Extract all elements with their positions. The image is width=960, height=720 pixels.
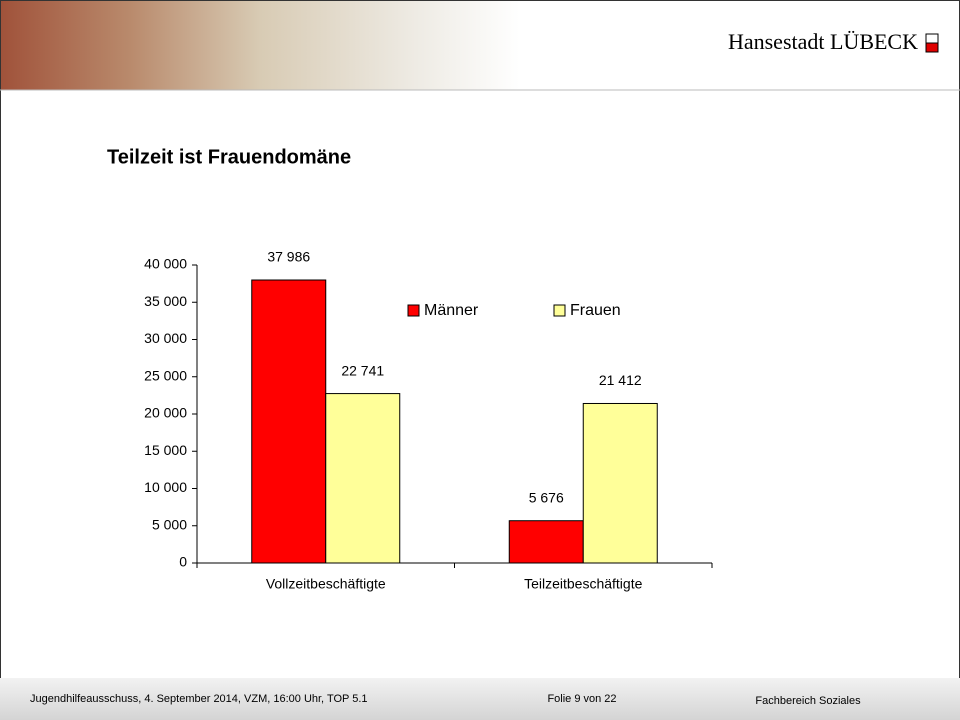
- brand: Hansestadt LÜBECK: [728, 29, 918, 54]
- x-tick-label: Teilzeitbeschäftigte: [524, 576, 643, 592]
- y-tick-label: 30 000: [144, 330, 187, 346]
- y-tick-label: 40 000: [144, 256, 187, 272]
- y-tick-label: 20 000: [144, 405, 187, 421]
- y-tick-label: 0: [179, 554, 187, 570]
- footer-text: Jugendhilfeausschuss, 4. September 2014,…: [30, 693, 368, 705]
- legend-label: Frauen: [570, 302, 621, 319]
- value-label: 5 676: [529, 489, 564, 505]
- brand-icon: [925, 33, 939, 44]
- bar: [582, 402, 658, 564]
- legend-label: Männer: [424, 302, 479, 319]
- footer-bar: [0, 678, 960, 720]
- value-label: 21 412: [599, 372, 642, 388]
- bar: [325, 393, 401, 564]
- x-tick-label: Vollzeitbeschäftigte: [266, 576, 386, 592]
- y-tick-label: 10 000: [144, 479, 187, 495]
- y-tick-label: 35 000: [144, 293, 187, 309]
- footer-text: Folie 9 von 22: [547, 693, 616, 705]
- bar: [508, 520, 584, 564]
- y-tick-label: 25 000: [144, 367, 187, 383]
- y-tick-label: 5 000: [152, 516, 187, 532]
- bar: [251, 279, 327, 564]
- brand-icon: [925, 42, 939, 53]
- value-label: 22 741: [341, 362, 384, 378]
- footer-text: Fachbereich Soziales: [755, 695, 861, 707]
- value-label: 37 986: [267, 249, 310, 265]
- header-photo: [0, 0, 520, 90]
- y-tick-label: 15 000: [144, 442, 187, 458]
- chart-title: Teilzeit ist Frauendomäne: [107, 146, 351, 168]
- legend-swatch: [407, 304, 420, 317]
- legend-swatch: [553, 304, 566, 317]
